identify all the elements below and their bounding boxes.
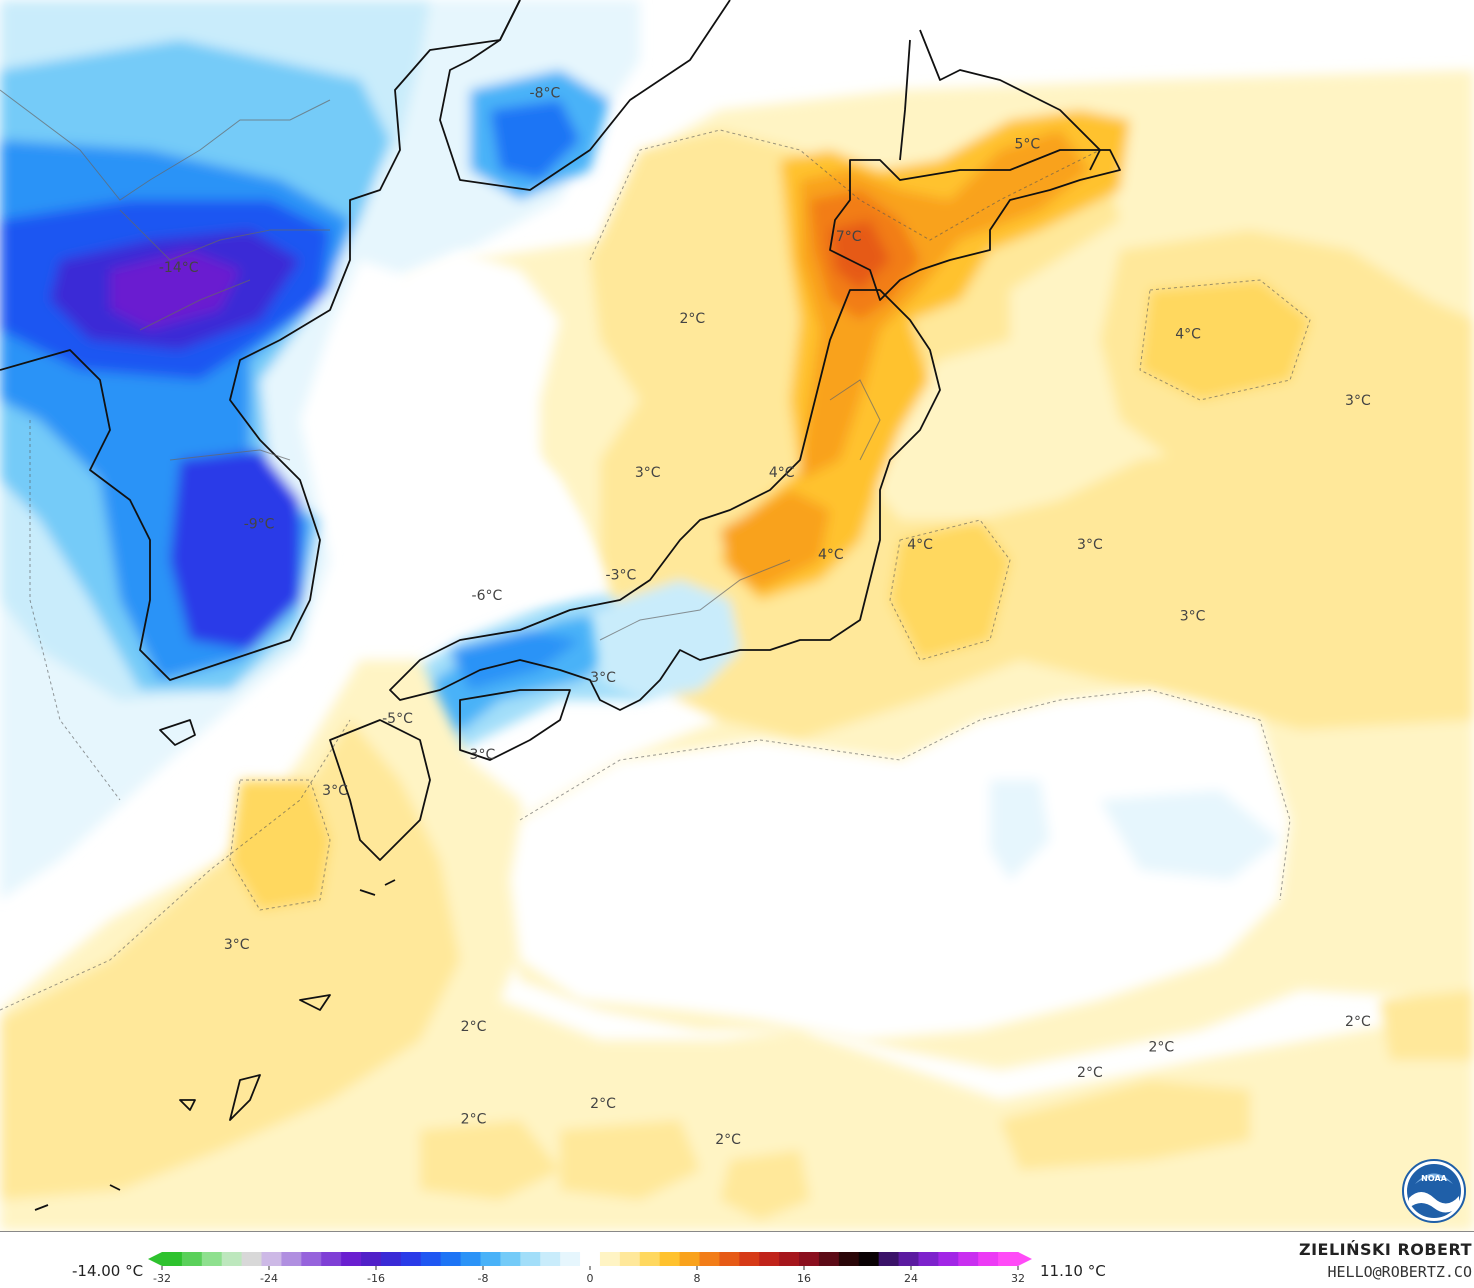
temperature-labels: -14°C -8°C -9°C -6°C -3°C -5°C 2°C 5°C 7°C 4°C 3°C… bbox=[159, 86, 1371, 1148]
colorbar-cell bbox=[341, 1252, 362, 1266]
colorbar-cell bbox=[181, 1252, 203, 1266]
colorbar-cell bbox=[520, 1252, 541, 1266]
colorbar-cell bbox=[580, 1252, 601, 1266]
colorbar-tick-label: -8 bbox=[478, 1272, 489, 1285]
temperature-label: 4°C bbox=[818, 547, 844, 563]
colorbar-cell bbox=[878, 1252, 900, 1266]
temperature-anomaly-map: -14°C -8°C -9°C -6°C -3°C -5°C 2°C 5°C 7°C 4°C 3°C… bbox=[0, 0, 1474, 1231]
colorbar-cell bbox=[679, 1252, 701, 1266]
max-value-label: 11.10 °C bbox=[1040, 1262, 1106, 1280]
colorbar-cell bbox=[201, 1252, 223, 1266]
colorbar-cell bbox=[619, 1252, 641, 1266]
noaa-logo-text: NOAA bbox=[1421, 1174, 1447, 1183]
colorbar-cell bbox=[818, 1252, 840, 1266]
colorbar-cell bbox=[938, 1252, 959, 1266]
temperature-label: 4°C bbox=[1175, 327, 1201, 343]
temperature-label: 4°C bbox=[907, 537, 933, 553]
noaa-logo: NOAA bbox=[1401, 1158, 1467, 1224]
colorbar-cell bbox=[858, 1252, 880, 1266]
colorbar-cell bbox=[659, 1252, 681, 1266]
temperature-label: 3°C bbox=[470, 747, 496, 763]
temperature-label: 2°C bbox=[715, 1132, 741, 1148]
neutral-areas bbox=[330, 250, 1290, 1040]
color-scale: -32 -24 -16 -8 0 8 16 24 32 bbox=[148, 1252, 1032, 1285]
colorbar-cell bbox=[400, 1252, 422, 1266]
temperature-label: 2°C bbox=[461, 1019, 487, 1035]
colorbar-cell bbox=[599, 1252, 621, 1266]
colorbar-cell bbox=[739, 1252, 760, 1266]
temperature-label: 2°C bbox=[679, 311, 705, 327]
colorbar-cell bbox=[241, 1252, 263, 1266]
temperature-label: 2°C bbox=[590, 1096, 616, 1112]
author-email: HELLO@ROBERTZ.CO bbox=[1327, 1263, 1473, 1281]
colorbar-left-arrow bbox=[148, 1252, 162, 1266]
colorbar-cell bbox=[699, 1252, 720, 1266]
temperature-label: 2°C bbox=[461, 1111, 487, 1127]
colorbar-cell bbox=[380, 1252, 402, 1266]
temperature-label: 5°C bbox=[1014, 137, 1040, 153]
colorbar-cell bbox=[460, 1252, 482, 1266]
temperature-label: 7°C bbox=[836, 229, 862, 245]
colorbar-cell bbox=[420, 1252, 442, 1266]
colorbar-cell bbox=[719, 1252, 740, 1266]
temperature-label: -14°C bbox=[159, 260, 199, 276]
min-value-label: -14.00 °C bbox=[72, 1262, 144, 1280]
cold-field bbox=[0, 0, 720, 900]
colorbar-cell bbox=[759, 1252, 780, 1266]
colorbar-cell bbox=[958, 1252, 979, 1266]
colorbar-cell bbox=[978, 1252, 999, 1266]
colorbar-cell bbox=[261, 1252, 283, 1266]
contour-lines bbox=[0, 129, 1311, 1011]
colorbar-cell bbox=[480, 1252, 502, 1266]
temperature-label: 3°C bbox=[635, 465, 661, 481]
temperature-label: 4°C bbox=[769, 465, 795, 481]
colorbar-tick-label: -24 bbox=[260, 1272, 278, 1285]
colorbar-cell bbox=[321, 1252, 342, 1266]
colorbar-cell bbox=[998, 1252, 1019, 1266]
colorbar-cell bbox=[799, 1252, 820, 1266]
temperature-label: -6°C bbox=[472, 588, 503, 604]
colorbar-tick-label: 24 bbox=[904, 1272, 918, 1285]
colorbar-cell bbox=[500, 1252, 521, 1266]
colorbar-cell bbox=[779, 1252, 800, 1266]
temperature-label: -8°C bbox=[530, 86, 561, 102]
colorbar-cell bbox=[560, 1252, 581, 1266]
colorbar-cell bbox=[918, 1252, 939, 1266]
colorbar-tick-label: 16 bbox=[797, 1272, 811, 1285]
author-name: ZIELIŃSKI ROBERT bbox=[1298, 1240, 1472, 1259]
colorbar-cell bbox=[540, 1252, 561, 1266]
colorbar-tick-label: -16 bbox=[367, 1272, 385, 1285]
temperature-label: 2°C bbox=[1148, 1040, 1174, 1056]
colorbar-tick-label: 0 bbox=[587, 1272, 594, 1285]
colorbar-cell bbox=[281, 1252, 302, 1266]
temperature-label: -3°C bbox=[606, 568, 637, 584]
temperature-label: 3°C bbox=[590, 670, 616, 686]
colorbar-tick-label: 32 bbox=[1011, 1272, 1025, 1285]
temperature-label: 3°C bbox=[224, 937, 250, 953]
colorbar-cell bbox=[361, 1252, 382, 1266]
temperature-label: 2°C bbox=[1345, 1014, 1371, 1030]
temperature-label: 2°C bbox=[1077, 1065, 1103, 1081]
colorbar-cell bbox=[639, 1252, 661, 1266]
country-borders bbox=[0, 89, 881, 641]
temperature-label: 3°C bbox=[322, 783, 348, 799]
colorbar-right-arrow bbox=[1018, 1252, 1032, 1266]
temperature-label: 3°C bbox=[1077, 537, 1103, 553]
temperature-label: -9°C bbox=[244, 516, 275, 532]
colorbar-tick-label: 8 bbox=[694, 1272, 701, 1285]
colorbar-cell bbox=[221, 1252, 243, 1266]
colorbar-cell bbox=[898, 1252, 920, 1266]
colorbar-cell bbox=[838, 1252, 860, 1266]
legend-footer: -14.00 °C -32 -24 -16 -8 0 8 16 24 32 11.10 °C Z… bbox=[0, 1231, 1474, 1288]
colorbar-tick-label: -32 bbox=[153, 1272, 171, 1285]
colorbar-cell bbox=[162, 1252, 183, 1266]
colorbar-cell bbox=[301, 1252, 322, 1266]
colorbar-cell bbox=[440, 1252, 462, 1266]
temperature-label: -5°C bbox=[382, 711, 413, 727]
temperature-label: 3°C bbox=[1180, 609, 1206, 625]
temperature-label: 3°C bbox=[1345, 393, 1371, 409]
coastlines bbox=[0, 0, 1121, 1211]
